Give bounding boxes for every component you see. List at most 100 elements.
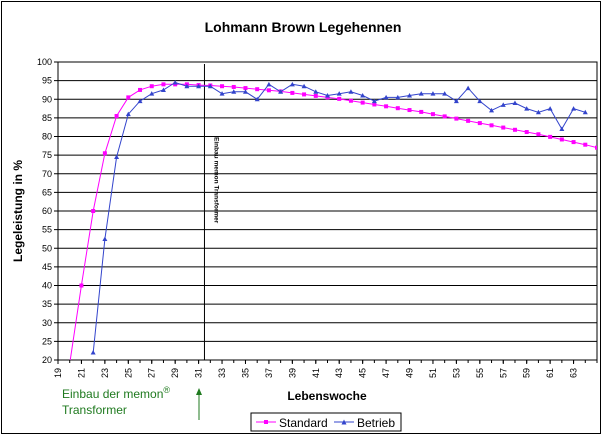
data-point xyxy=(407,108,412,113)
data-point xyxy=(220,84,225,89)
x-tick-label: 43 xyxy=(334,368,344,378)
x-tick-label: 37 xyxy=(264,368,274,378)
data-point xyxy=(149,84,154,89)
series-betrieb xyxy=(90,79,588,355)
data-point xyxy=(207,83,213,89)
data-point xyxy=(442,114,447,119)
x-tick-label: 61 xyxy=(545,368,555,378)
data-point xyxy=(489,107,495,113)
data-point xyxy=(395,106,400,111)
data-point xyxy=(489,123,494,128)
data-point xyxy=(254,96,260,102)
data-point xyxy=(559,137,564,142)
data-point xyxy=(548,134,553,139)
x-tick-label: 35 xyxy=(240,368,250,378)
data-point xyxy=(419,109,424,114)
data-point xyxy=(583,142,588,147)
data-point xyxy=(547,106,553,111)
data-point xyxy=(172,79,178,85)
data-point xyxy=(149,91,155,96)
data-point xyxy=(161,82,166,87)
data-point xyxy=(524,106,530,111)
y-tick-label: 30 xyxy=(42,318,52,328)
data-point xyxy=(160,87,166,92)
data-point xyxy=(407,93,413,98)
x-tick-label: 41 xyxy=(311,368,321,378)
data-point xyxy=(243,86,248,91)
y-tick-label: 90 xyxy=(42,94,52,104)
data-point xyxy=(535,109,541,115)
data-point xyxy=(454,116,459,121)
data-point xyxy=(196,83,202,89)
y-tick-label: 60 xyxy=(42,206,52,216)
data-point xyxy=(512,100,518,105)
data-point xyxy=(500,102,506,107)
data-point xyxy=(536,132,541,137)
data-point xyxy=(102,236,108,241)
data-point xyxy=(301,83,307,89)
x-tick-label: 53 xyxy=(451,368,461,378)
x-tick-label: 47 xyxy=(381,368,391,378)
x-tick-label: 45 xyxy=(358,368,368,378)
annotation-line1: Einbau der memon® xyxy=(62,385,170,401)
y-tick-label: 25 xyxy=(42,336,52,346)
data-point xyxy=(442,91,448,96)
data-point xyxy=(313,89,319,94)
data-point xyxy=(571,106,577,111)
data-point xyxy=(582,109,588,115)
data-point xyxy=(266,88,271,93)
x-tick-label: 55 xyxy=(475,368,485,378)
data-point xyxy=(571,140,576,145)
legend-label-standard: Standard xyxy=(279,416,328,430)
marker-label: Einbau memon Transformer xyxy=(212,137,219,224)
data-point xyxy=(430,91,436,96)
data-point xyxy=(126,95,131,100)
data-point xyxy=(278,89,284,94)
y-axis-title: Legeleistung in % xyxy=(11,160,25,262)
data-point xyxy=(137,98,143,104)
data-point xyxy=(337,96,342,101)
x-tick-label: 33 xyxy=(217,368,227,378)
x-tick-label: 31 xyxy=(194,368,204,378)
data-point xyxy=(90,350,96,355)
data-point xyxy=(102,151,107,156)
triangle-marker-icon xyxy=(341,419,347,425)
series-layer xyxy=(69,79,597,360)
y-tick-label: 75 xyxy=(42,150,52,160)
data-point xyxy=(595,145,597,150)
transformer-marker: Einbau memon Transformer xyxy=(203,64,219,360)
y-tick-label: 65 xyxy=(42,187,52,197)
legend-label-betrieb: Betrieb xyxy=(357,416,395,430)
data-point xyxy=(512,127,517,132)
data-point xyxy=(372,102,377,107)
x-tick-label: 57 xyxy=(498,368,508,378)
data-point xyxy=(138,87,143,92)
y-tick-label: 85 xyxy=(42,113,52,123)
data-point xyxy=(325,93,330,98)
data-point xyxy=(466,118,471,123)
legend: Standard Betrieb xyxy=(250,412,402,432)
data-point xyxy=(184,83,190,89)
x-tick-label: 51 xyxy=(428,368,438,378)
legend-box xyxy=(250,412,402,432)
grid-lines xyxy=(54,61,598,364)
data-point xyxy=(255,87,260,92)
data-point xyxy=(360,93,366,98)
annotation-arrow xyxy=(196,388,202,420)
data-point xyxy=(395,94,401,100)
data-point xyxy=(231,89,237,94)
y-tick-label: 45 xyxy=(42,262,52,272)
y-tick-label: 20 xyxy=(42,355,52,365)
legend-item-betrieb: Betrieb xyxy=(334,416,395,430)
data-point xyxy=(114,114,119,119)
y-tick-label: 50 xyxy=(42,243,52,253)
data-point xyxy=(114,154,120,159)
data-point xyxy=(348,89,354,94)
data-point xyxy=(313,93,318,98)
data-point xyxy=(360,100,365,105)
annotation-line2: Transformer xyxy=(62,403,127,417)
data-point xyxy=(290,90,295,95)
data-point xyxy=(302,92,307,97)
data-point xyxy=(289,81,295,87)
